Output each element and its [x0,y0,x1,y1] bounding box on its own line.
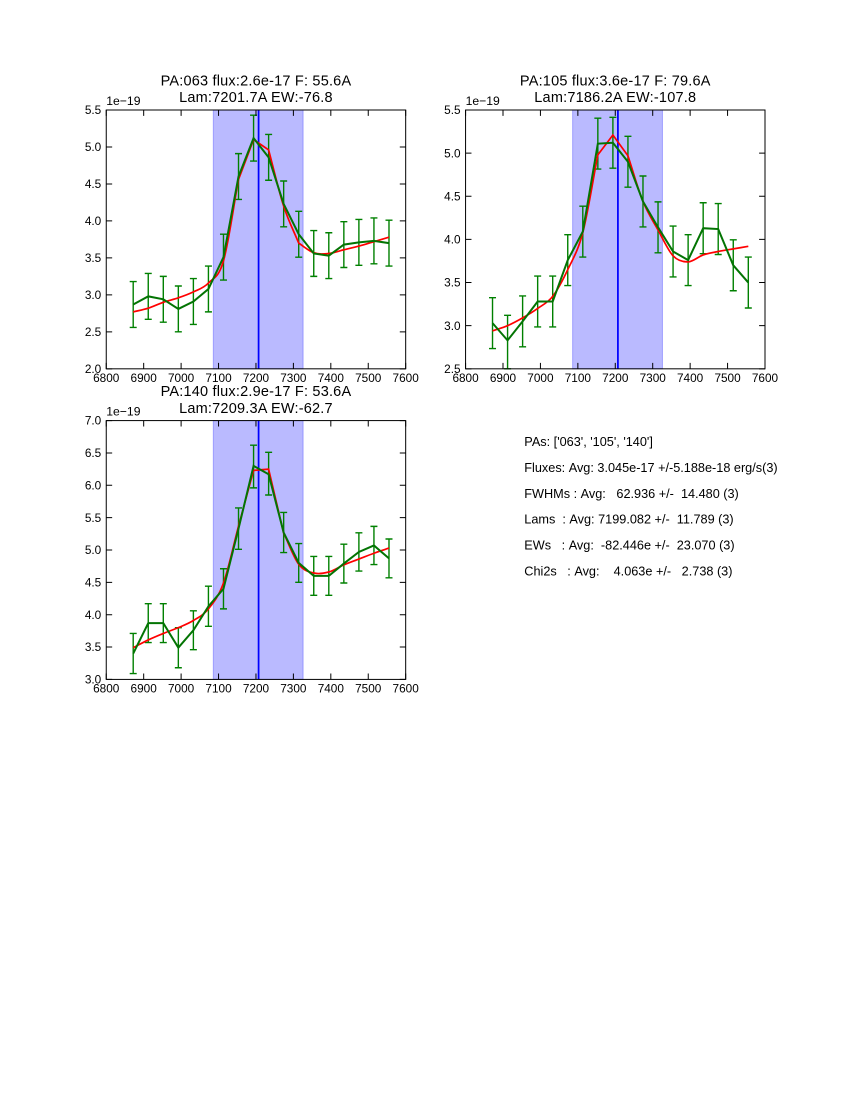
svg-text:1e−19: 1e−19 [106,94,140,108]
svg-text:3.0: 3.0 [444,319,461,333]
svg-text:7600: 7600 [393,682,420,696]
svg-text:FWHMs : Avg: 62.936 +/- 14.: FWHMs : Avg: 62.936 +/- 14.480 (3) [524,487,739,501]
svg-text:7000: 7000 [168,371,195,385]
svg-text:2.5: 2.5 [85,325,102,339]
svg-text:2.5: 2.5 [444,362,461,376]
svg-text:4.0: 4.0 [85,214,102,228]
svg-text:5.0: 5.0 [85,543,102,557]
svg-text:7100: 7100 [565,371,592,385]
svg-text:3.5: 3.5 [444,276,461,290]
svg-text:7600: 7600 [393,371,420,385]
svg-text:Lams : Avg: 7199.082 +/- 11.: Lams : Avg: 7199.082 +/- 11.789 (3) [524,513,733,527]
svg-text:7300: 7300 [640,371,667,385]
svg-text:3.5: 3.5 [85,251,102,265]
svg-text:6800: 6800 [93,682,120,696]
svg-text:7.0: 7.0 [85,414,102,428]
svg-text:Lam:7186.2A EW:-107.8: Lam:7186.2A EW:-107.8 [534,90,696,106]
svg-text:7600: 7600 [752,371,779,385]
svg-text:6800: 6800 [93,371,120,385]
svg-text:7000: 7000 [527,371,554,385]
svg-text:2.0: 2.0 [85,362,102,376]
svg-text:7400: 7400 [318,682,345,696]
svg-text:5.5: 5.5 [85,511,102,525]
svg-text:6.0: 6.0 [85,478,102,492]
svg-text:1e−19: 1e−19 [466,94,500,108]
svg-text:PA:140 flux:2.9e-17 F: 53.6A: PA:140 flux:2.9e-17 F: 53.6A [161,384,352,400]
svg-text:7000: 7000 [168,682,195,696]
svg-text:Lam:7201.7A EW:-76.8: Lam:7201.7A EW:-76.8 [179,90,333,106]
svg-text:4.0: 4.0 [444,233,461,247]
svg-text:PA:063 flux:2.6e-17 F: 55.6A: PA:063 flux:2.6e-17 F: 55.6A [161,74,352,90]
svg-text:EWs : Avg: -82.446e +/- 23: EWs : Avg: -82.446e +/- 23.070 (3) [524,539,734,553]
svg-text:4.5: 4.5 [85,576,102,590]
svg-text:Fluxes: Avg: 3.045e-17 +/-5.18: Fluxes: Avg: 3.045e-17 +/-5.188e-18 erg/… [524,461,777,475]
svg-text:4.5: 4.5 [85,177,102,191]
svg-text:7500: 7500 [714,371,741,385]
svg-text:4.5: 4.5 [444,189,461,203]
svg-text:7400: 7400 [318,371,345,385]
svg-text:PA:105 flux:3.6e-17 F: 79.6A: PA:105 flux:3.6e-17 F: 79.6A [520,74,711,90]
svg-text:4.0: 4.0 [85,608,102,622]
svg-text:5.5: 5.5 [85,103,102,117]
svg-text:7400: 7400 [677,371,704,385]
svg-text:7300: 7300 [280,371,307,385]
svg-text:3.0: 3.0 [85,673,102,687]
svg-text:6900: 6900 [131,371,158,385]
svg-text:3.5: 3.5 [85,640,102,654]
svg-text:1e−19: 1e−19 [106,405,140,419]
svg-text:5.0: 5.0 [85,140,102,154]
svg-text:Chi2s : Avg: 4.063e +/-: Chi2s : Avg: 4.063e +/- 2.738 (3) [524,564,732,578]
svg-text:7100: 7100 [205,682,232,696]
svg-text:6800: 6800 [452,371,479,385]
svg-text:6900: 6900 [490,371,517,385]
svg-text:7200: 7200 [243,682,270,696]
svg-text:6900: 6900 [131,682,158,696]
svg-text:7100: 7100 [205,371,232,385]
svg-text:7300: 7300 [280,682,307,696]
svg-text:5.5: 5.5 [444,103,461,117]
svg-text:7200: 7200 [243,371,270,385]
svg-text:3.0: 3.0 [85,288,102,302]
svg-text:7500: 7500 [355,371,382,385]
svg-text:5.0: 5.0 [444,146,461,160]
svg-text:7500: 7500 [355,682,382,696]
svg-text:Lam:7209.3A EW:-62.7: Lam:7209.3A EW:-62.7 [179,401,333,417]
svg-text:7200: 7200 [602,371,629,385]
svg-text:6.5: 6.5 [85,446,102,460]
svg-text:PAs: ['063', '105', '140']: PAs: ['063', '105', '140'] [524,435,653,449]
